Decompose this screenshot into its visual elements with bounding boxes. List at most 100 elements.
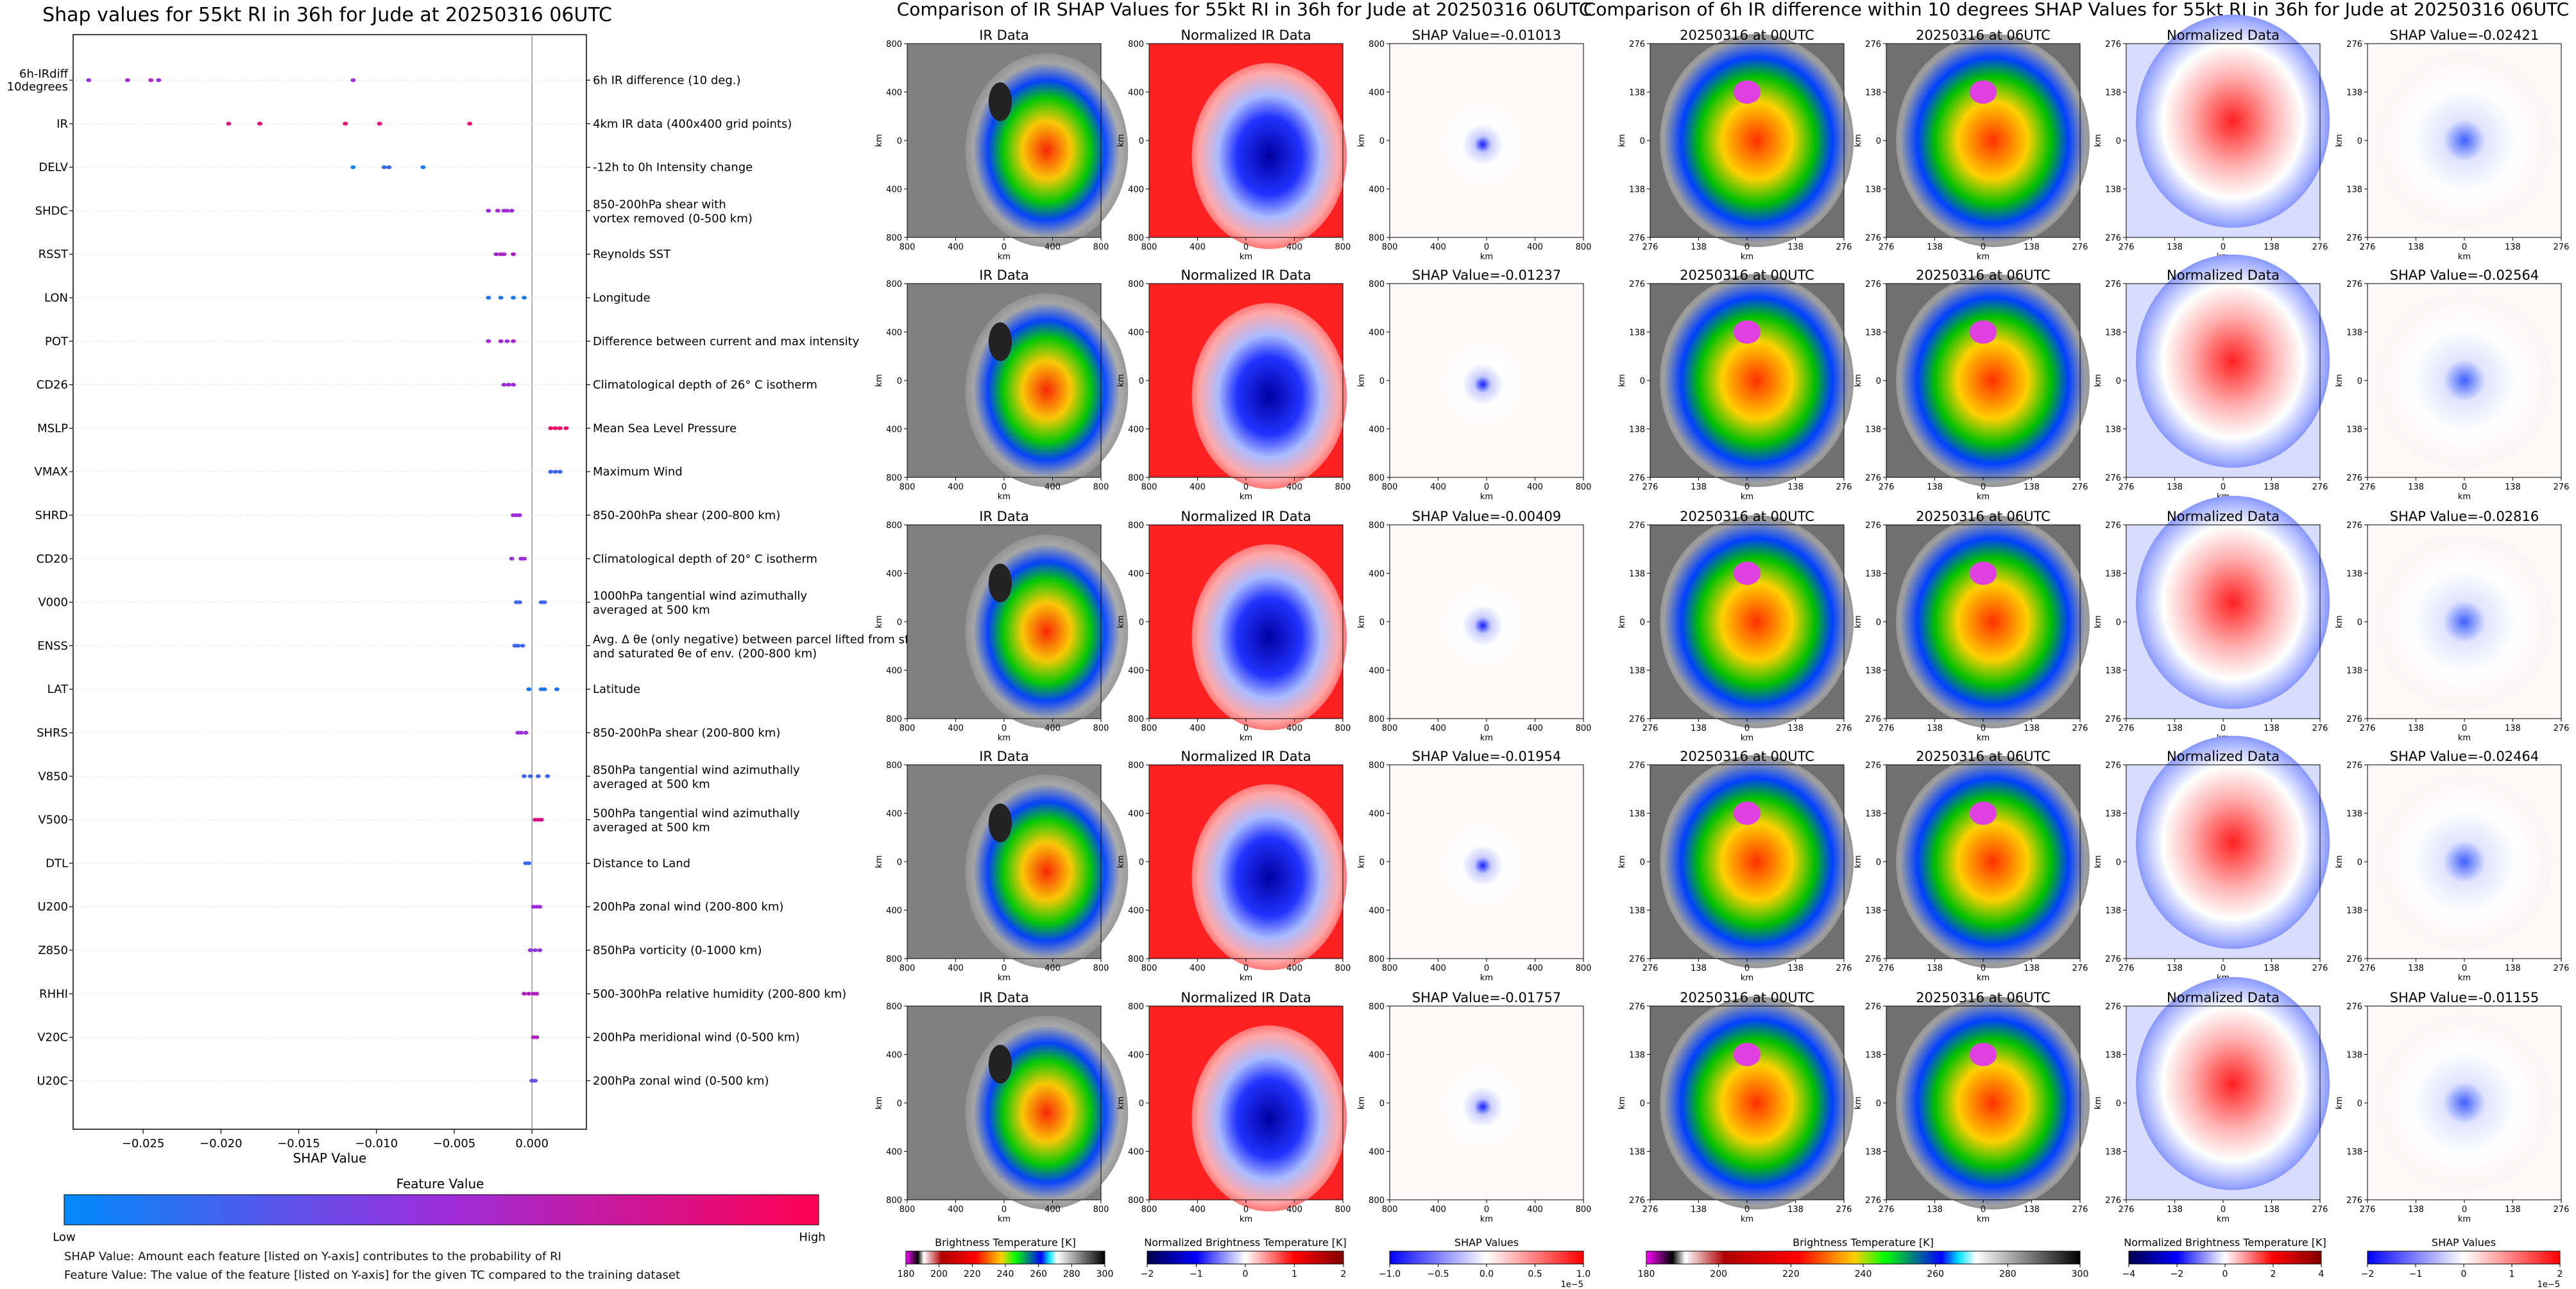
diff-shap-blob — [2377, 293, 2552, 468]
shap-point — [534, 1035, 540, 1039]
panel-x-tick-label: 138 — [2505, 243, 2521, 252]
feature-label: CD26 — [37, 379, 68, 392]
feature-label: V000 — [38, 596, 68, 610]
panel-x-tick-label: 400 — [1527, 1205, 1543, 1215]
image-panel: Normalized IR Data8008004004000040040080… — [1116, 749, 1351, 983]
panel-y-tick-label: 138 — [1629, 425, 1645, 435]
panel-x-tick-label: 800 — [900, 964, 916, 973]
panel-y-tick-label: 138 — [2346, 810, 2362, 819]
ir-diff-comparison-section: Comparison of 6h IR difference within 10… — [1583, 0, 2570, 1289]
panel-y-tick-label: 276 — [2105, 1196, 2121, 1206]
panel-y-axis-label: km — [2335, 855, 2344, 868]
panel-y-tick-label: 276 — [2346, 955, 2362, 964]
colorbar-tick-label: 0 — [2222, 1269, 2228, 1279]
panel-y-tick-label: 400 — [886, 570, 902, 579]
panel-title: IR Data — [979, 509, 1029, 524]
panel-x-tick-label: 276 — [1642, 964, 1659, 973]
panel-x-axis-label: km — [1977, 733, 1990, 743]
panel-x-tick-label: 276 — [2360, 724, 2376, 733]
feature-description: -12h to 0h Intensity change — [593, 161, 753, 175]
shap-point — [534, 991, 540, 996]
colorbar-exponent: 1e−5 — [1561, 1280, 1583, 1289]
panel-y-tick-label: 138 — [2105, 185, 2121, 195]
normalized-cloud-shape — [1191, 784, 1347, 971]
panel-x-axis-label: km — [1741, 252, 1753, 262]
panel-y-tick-label: 800 — [1128, 40, 1144, 49]
panel-y-tick-label: 0 — [2116, 137, 2121, 146]
ir-brightness-colorbar: Brightness Temperature [K] 180 200 220 240 26… — [898, 1236, 1114, 1279]
panel-y-tick-label: 800 — [1128, 715, 1144, 724]
diff-cloud-shape — [1896, 996, 2090, 1210]
shap-point — [493, 252, 499, 257]
panel-y-tick-label: 400 — [1128, 425, 1144, 435]
panel-x-tick-label: 800 — [1093, 482, 1109, 492]
panel-y-tick-label: 276 — [1629, 955, 1645, 964]
panel-y-tick-label: 276 — [2346, 761, 2362, 771]
shap-value-title: SHAP Value=-0.01237 — [1412, 268, 1562, 283]
panel-x-tick-label: 800 — [1141, 964, 1157, 973]
diff-normalized-shape — [2136, 254, 2330, 468]
colorbar-title: Brightness Temperature [K] — [935, 1236, 1076, 1249]
panel-x-tick-label: 400 — [1430, 964, 1446, 973]
image-panel: 20250316 at 00UTC27627613813800138138276… — [1617, 28, 1854, 262]
x-tick-label: −0.010 — [355, 1137, 398, 1150]
colorbar-tick-label: 180 — [898, 1269, 915, 1279]
panel-x-tick-label: 276 — [2360, 964, 2376, 973]
panel-y-axis-label: km — [2094, 1097, 2103, 1109]
panel-y-tick-label: 0 — [1640, 858, 1645, 867]
panel-y-tick-label: 138 — [1629, 570, 1645, 579]
panel-x-tick-label: 400 — [948, 243, 964, 252]
panel-y-tick-label: 276 — [2346, 40, 2362, 49]
panel-title: 20250316 at 00UTC — [1680, 509, 1814, 524]
colorbar-tick-label: 300 — [1096, 1269, 1114, 1279]
shap-point — [509, 209, 515, 213]
panel-x-axis-label: km — [1480, 1215, 1493, 1224]
shap-point — [522, 774, 527, 778]
panel-y-axis-label: km — [874, 1097, 884, 1109]
panel-y-tick-label: 276 — [2346, 280, 2362, 289]
panel-title: 20250316 at 00UTC — [1680, 749, 1814, 764]
panel-x-tick-label: 400 — [1286, 482, 1302, 492]
panel-x-tick-label: 138 — [1691, 724, 1707, 733]
shap-point — [557, 470, 563, 474]
panel-y-axis-label: km — [1854, 134, 1863, 147]
panel-x-tick-label: 138 — [2408, 243, 2424, 252]
panel-y-tick-label: 0 — [2357, 858, 2362, 867]
x-tick-label: 0.000 — [515, 1137, 549, 1150]
panel-x-tick-label: 0 — [1981, 1205, 1986, 1215]
shap-point — [495, 209, 500, 213]
panel-x-tick-label: 276 — [1879, 243, 1895, 252]
panel-y-tick-label: 138 — [2346, 329, 2362, 338]
panel-x-axis-label: km — [1741, 492, 1753, 502]
panel-y-tick-label: 400 — [886, 329, 902, 338]
colorbar-tick-label: 260 — [1030, 1269, 1047, 1279]
panel-y-tick-label: 0 — [1139, 137, 1144, 146]
panel-y-tick-label: 400 — [1128, 810, 1144, 819]
colorbar-tick-label: 0 — [2461, 1269, 2467, 1279]
panel-y-tick-label: 800 — [1128, 955, 1144, 964]
storm-cloud-shape — [965, 293, 1129, 488]
panel-y-tick-label: 276 — [2346, 715, 2362, 724]
colorbar-title: Normalized Brightness Temperature [K] — [2124, 1236, 2326, 1249]
panel-x-axis-label: km — [998, 492, 1011, 502]
shap-point — [522, 296, 527, 300]
panel-x-tick-label: 400 — [1045, 243, 1061, 252]
panel-x-tick-label: 276 — [2072, 482, 2088, 492]
panel-x-tick-label: 0 — [1744, 964, 1750, 973]
cold-core-shape — [1733, 80, 1761, 104]
panel-y-tick-label: 800 — [1369, 280, 1385, 289]
panel-y-tick-label: 0 — [1139, 1099, 1144, 1109]
panel-x-tick-label: 800 — [900, 724, 916, 733]
panel-x-tick-label: 400 — [1045, 724, 1061, 733]
panel-y-axis-label: km — [1116, 1097, 1126, 1109]
panel-y-tick-label: 138 — [1629, 329, 1645, 338]
panel-y-tick-label: 138 — [2346, 1148, 2362, 1157]
panel-x-tick-label: 276 — [2119, 964, 2135, 973]
panel-x-tick-label: 276 — [2360, 243, 2376, 252]
panel-x-tick-label: 0 — [1243, 243, 1249, 252]
panel-y-axis-label: km — [874, 134, 884, 147]
panel-y-tick-label: 276 — [2105, 1002, 2121, 1012]
feature-label: 6h-IRdiff — [19, 67, 69, 81]
